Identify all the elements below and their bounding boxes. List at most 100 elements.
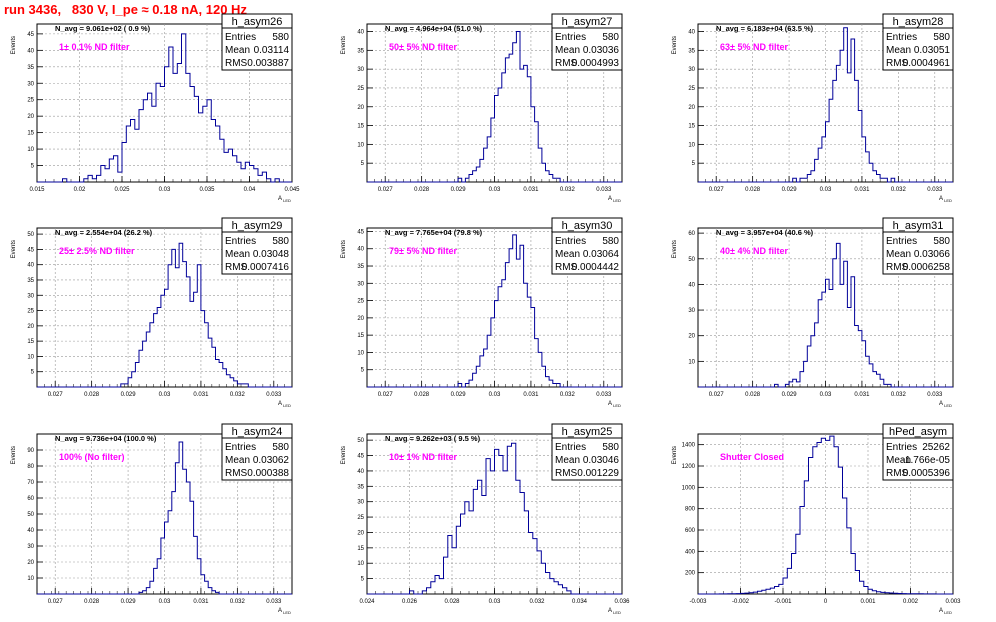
filter-label: 40± 4% ND filter (720, 246, 788, 256)
x-tick-label: 0.032 (560, 392, 576, 398)
y-tick-label: 30 (688, 67, 695, 73)
y-tick-label: 1400 (682, 443, 696, 449)
x-tick-label: 0.027 (709, 392, 725, 398)
stats-label: RMS (555, 58, 578, 69)
filter-label: 79± 5% ND filter (389, 246, 457, 256)
y-tick-label: 400 (685, 549, 696, 555)
histogram-line (698, 242, 953, 388)
stats-label: Entries (225, 236, 256, 247)
stats-value: 580 (272, 32, 289, 43)
y-tick-label: 15 (357, 546, 364, 552)
stats-value: 0.03046 (583, 455, 620, 466)
y-tick-label: 80 (27, 464, 34, 470)
stats-label: Mean (555, 45, 580, 56)
y-tick-label: 20 (27, 560, 34, 566)
y-tick-label: 5 (361, 368, 365, 374)
histogram-panel-h_asym26: 0.015 0.02 0.025 0.03 0.035 0.04 0.045 5 10 15 20 2… (11, 13, 300, 203)
y-tick-label: 35 (357, 484, 364, 490)
x-tick-label: 0.002 (903, 599, 919, 605)
stats-label: RMS (555, 468, 578, 479)
y-tick-label: 35 (27, 65, 34, 71)
stats-label: RMS (886, 468, 909, 479)
y-axis-label: Events (11, 446, 17, 464)
stats-box (221, 217, 293, 275)
stats-value: 580 (602, 236, 619, 247)
y-axis-label: Events (672, 446, 678, 464)
stats-value: 0.03051 (914, 45, 951, 56)
x-tick-label: 0.031 (854, 392, 870, 398)
histogram-name: h_asym30 (562, 220, 613, 232)
x-tick-label: 0.032 (529, 599, 545, 605)
y-tick-label: 30 (357, 67, 364, 73)
stats-label: Mean (886, 249, 911, 260)
y-tick-label: 45 (357, 454, 364, 460)
histogram-panel-h_asym24: 0.027 0.028 0.029 0.03 0.031 0.032 0.033 10 20 30… (11, 423, 293, 615)
y-tick-label: 25 (27, 98, 34, 104)
x-tick-label: 0.031 (523, 392, 539, 398)
histogram-panel-hPed_asym: -0.003 -0.002 -0.001 0 0.001 0.002 0.003 200 400… (672, 423, 961, 615)
stats-value: 0.000388 (247, 468, 289, 479)
y-tick-label: 20 (27, 114, 34, 120)
x-tick-label: 0.03 (820, 392, 832, 398)
x-tick-label: 0.032 (230, 599, 246, 605)
stats-label: RMS (555, 262, 578, 273)
stats-value: 580 (272, 236, 289, 247)
x-axis-label: A LED (939, 401, 952, 408)
y-tick-label: 35 (357, 264, 364, 270)
y-tick-label: 10 (27, 354, 34, 360)
navg-label: N_avg = 9.736e+04 (100.0 %) (55, 434, 157, 443)
histogram-panel-h_asym30: 0.027 0.028 0.029 0.03 0.031 0.032 0.033 5 10 15 2… (341, 217, 623, 408)
y-tick-label: 10 (27, 147, 34, 153)
y-axis-label: Events (341, 240, 347, 258)
y-tick-label: 50 (27, 512, 34, 518)
stats-value: 0.03036 (583, 45, 620, 56)
x-axis-label: A LED (608, 608, 621, 615)
y-tick-label: 5 (361, 161, 365, 167)
stats-value: 0.0005396 (903, 468, 951, 479)
y-tick-label: 40 (357, 469, 364, 475)
y-tick-label: 5 (361, 577, 365, 583)
y-tick-label: 30 (357, 281, 364, 287)
stats-label: Mean (555, 455, 580, 466)
stats-value: 0.0006258 (903, 262, 951, 273)
navg-label: N_avg = 7.765e+04 (79.8 %) (385, 228, 483, 237)
navg-label: N_avg = 4.964e+04 (51.0 %) (385, 24, 483, 33)
x-tick-label: 0.03 (489, 187, 501, 193)
y-tick-label: 15 (357, 333, 364, 339)
stats-value: 0.001229 (577, 468, 619, 479)
stats-value: 0.0004961 (903, 58, 951, 69)
y-tick-label: 30 (27, 544, 34, 550)
x-tick-label: 0.027 (378, 187, 394, 193)
stats-label: Mean (225, 45, 250, 56)
x-tick-label: 0.028 (444, 599, 460, 605)
x-tick-label: 0.028 (84, 392, 100, 398)
x-tick-label: 0.025 (114, 187, 130, 193)
histogram-panel-h_asym27: 0.027 0.028 0.029 0.03 0.031 0.032 0.033 5 10 15 2… (341, 13, 623, 203)
y-tick-label: 30 (357, 500, 364, 506)
x-tick-label: 0.026 (402, 599, 418, 605)
stats-label: Entries (225, 32, 256, 43)
filter-label: 1± 0.1% ND filter (59, 42, 130, 52)
stats-box (551, 13, 623, 71)
stats-value: 0.0007416 (242, 262, 290, 273)
y-tick-label: 600 (685, 528, 696, 534)
stats-value: 580 (933, 236, 950, 247)
y-tick-label: 1000 (682, 485, 696, 491)
histogram-name: h_asym29 (232, 220, 283, 232)
x-tick-label: 0.03 (489, 392, 501, 398)
x-tick-label: 0.029 (451, 392, 467, 398)
stats-box (221, 423, 293, 481)
x-tick-label: 0.028 (414, 392, 430, 398)
x-tick-label: 0.028 (745, 392, 761, 398)
stats-value: 580 (933, 32, 950, 43)
histogram-name: h_asym25 (562, 426, 613, 438)
y-tick-label: 10 (688, 359, 695, 365)
filter-label: 25± 2.5% ND filter (59, 246, 135, 256)
y-tick-label: 200 (685, 571, 696, 577)
stats-value: 0.03066 (914, 249, 951, 260)
x-tick-label: 0.003 (945, 599, 961, 605)
histogram-name: h_asym26 (232, 16, 283, 28)
stats-label: RMS (225, 262, 248, 273)
y-tick-label: 45 (357, 229, 364, 235)
stats-label: RMS (225, 58, 248, 69)
